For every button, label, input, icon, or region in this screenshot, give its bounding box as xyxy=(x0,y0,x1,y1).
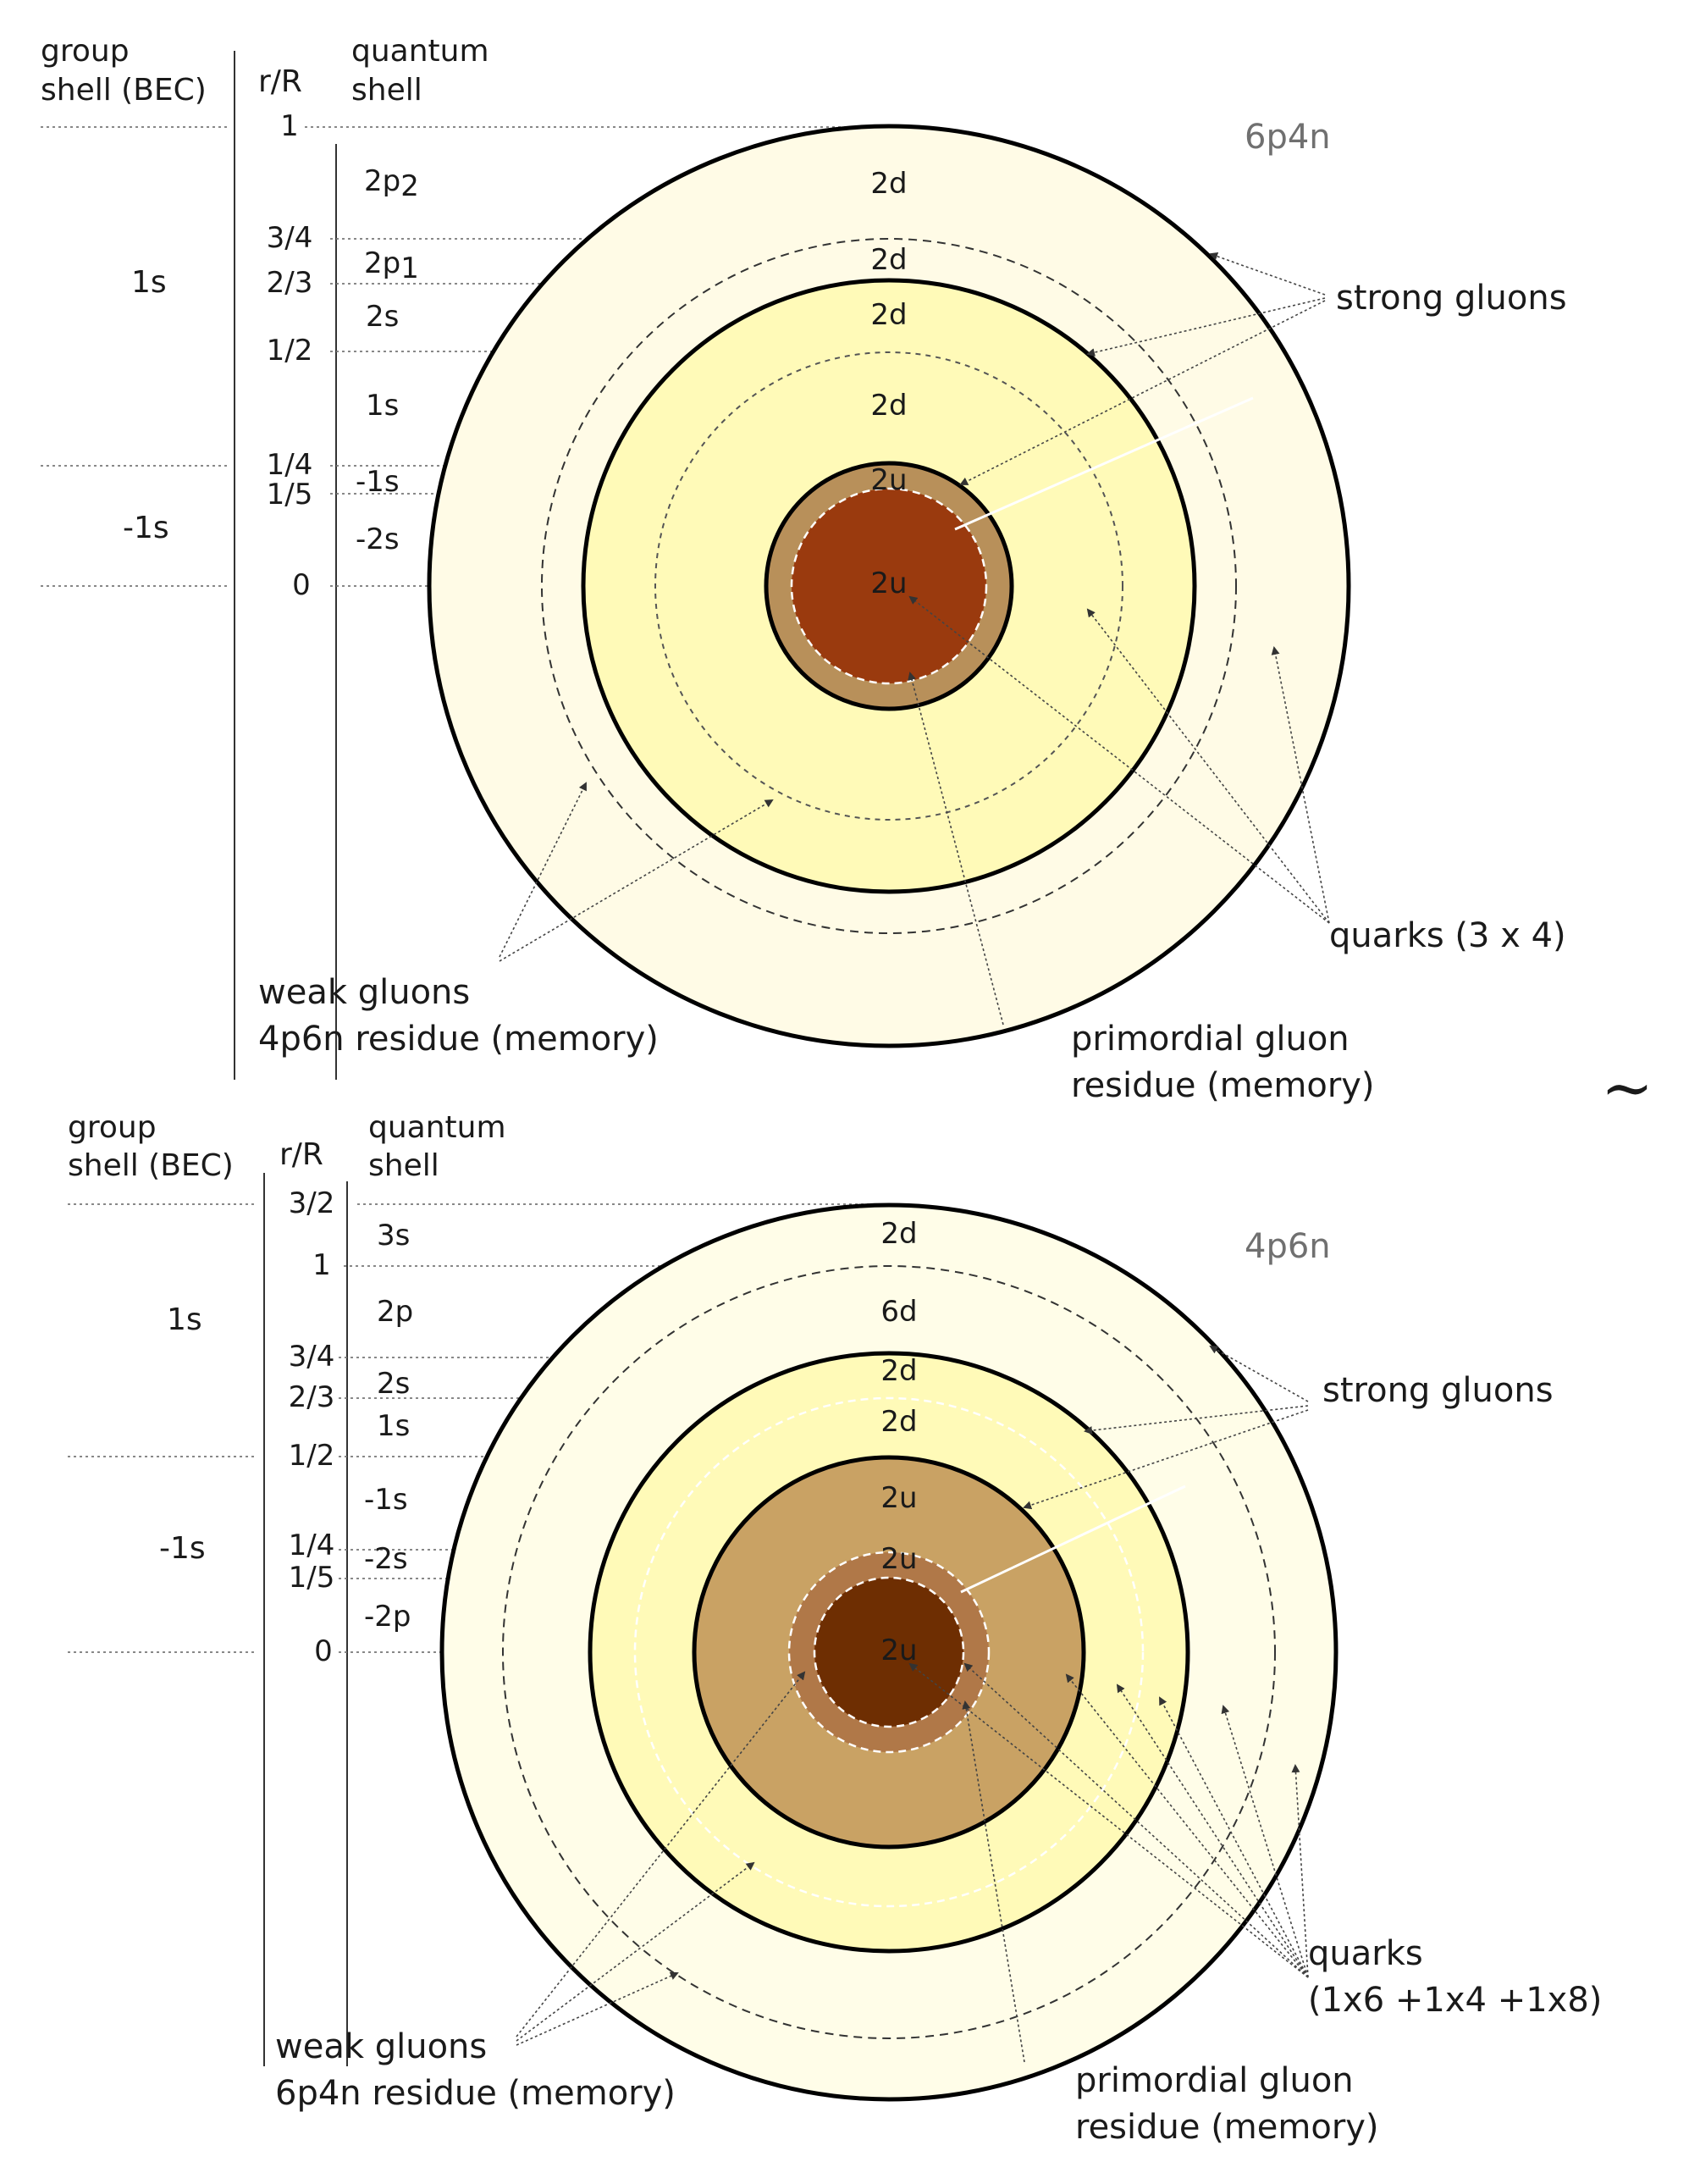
ring-label: 2u xyxy=(870,463,907,497)
group-shell-label: 1s xyxy=(167,1302,202,1337)
ring-label: 2u xyxy=(880,1634,917,1667)
quantum-shell-label: 3s xyxy=(377,1219,410,1252)
tilde-symbol: ∼ xyxy=(1601,1052,1653,1125)
primordial-gluon-label: primordial gluon xyxy=(1071,1020,1350,1059)
group-shell-label: 1s xyxy=(131,265,167,300)
rR-label: 1/4 xyxy=(289,1529,335,1562)
ring-label: 2u xyxy=(870,567,907,600)
primordial-gluon-residue-label: residue (memory) xyxy=(1071,1066,1375,1105)
ring-label: 2d xyxy=(880,1405,917,1439)
quantum-shell-label: 1s xyxy=(366,389,399,423)
rR-label: 1/4 xyxy=(267,448,313,482)
ring-label: 2d xyxy=(880,1217,917,1251)
quantum-shell-label: -2p xyxy=(364,1600,411,1634)
group-shell-header-line1: group xyxy=(41,34,130,69)
quantum-shell-header-line1: quantum xyxy=(368,1110,506,1145)
ring-label: 2d xyxy=(870,167,907,201)
quantum-shell-label: -2s xyxy=(364,1542,408,1576)
panel-title: 6p4n xyxy=(1245,118,1331,157)
rR-header: r/R xyxy=(258,64,302,99)
rR-label: 3/2 xyxy=(289,1186,335,1220)
rR-label: 1 xyxy=(280,109,299,143)
primordial-gluon-label: primordial gluon xyxy=(1075,2061,1354,2100)
weak-gluons-residue-label: 6p4n residue (memory) xyxy=(275,2074,676,2113)
rR-label: 3/4 xyxy=(289,1340,335,1374)
quantum-shell-header-line2: shell xyxy=(351,73,422,108)
quarks-count-label: (1x6 +1x4 +1x8) xyxy=(1308,1981,1602,2020)
quarks-label: quarks (3 x 4) xyxy=(1329,916,1566,955)
quantum-shell-label: 1s xyxy=(377,1409,410,1443)
rR-label: 1/2 xyxy=(289,1439,335,1473)
quantum-shell-header-line2: shell xyxy=(368,1148,439,1183)
weak-gluons-label: weak gluons xyxy=(258,973,470,1012)
rR-label: 1/5 xyxy=(267,478,313,511)
rR-label: 0 xyxy=(292,568,311,602)
top-panel: group shell (BEC) r/R quantum shell 1s -… xyxy=(41,34,1567,1105)
weak-gluons-label: weak gluons xyxy=(275,2027,487,2066)
rR-label: 1/2 xyxy=(267,334,313,368)
ring-label: 2d xyxy=(870,243,907,277)
rR-label: 0 xyxy=(314,1634,333,1668)
ring-label: 2d xyxy=(870,389,907,423)
weak-gluons-residue-label: 4p6n residue (memory) xyxy=(258,1020,659,1059)
rR-label: 2/3 xyxy=(289,1380,335,1414)
quantum-shell-label: -1s xyxy=(356,465,400,499)
primordial-gluon-residue-label: residue (memory) xyxy=(1075,2108,1379,2147)
quantum-shell-label: 2s xyxy=(377,1367,410,1401)
bottom-panel: group shell (BEC) r/R quantum shell 1s -… xyxy=(68,1110,1602,2147)
rR-header: r/R xyxy=(279,1137,323,1172)
strong-gluons-label: strong gluons xyxy=(1322,1371,1554,1410)
panel-title: 4p6n xyxy=(1245,1227,1331,1266)
ring-label: 2u xyxy=(880,1542,917,1576)
quantum-shell-header-line1: quantum xyxy=(351,34,489,69)
quarks-label: quarks xyxy=(1308,1934,1423,1973)
group-shell-label: -1s xyxy=(159,1531,206,1566)
group-shell-header-line1: group xyxy=(68,1110,157,1145)
quantum-shell-label: 2p xyxy=(377,1295,413,1329)
ring-label: 2u xyxy=(880,1481,917,1515)
rR-label: 1 xyxy=(312,1248,331,1282)
quantum-shell-label: -1s xyxy=(364,1483,408,1517)
ring-label: 2d xyxy=(870,298,907,332)
group-shell-header-line2: shell (BEC) xyxy=(41,73,207,108)
quantum-shell-label: 2p1 xyxy=(364,246,419,285)
group-shell-header-line2: shell (BEC) xyxy=(68,1148,234,1183)
quantum-shell-label: 2p2 xyxy=(364,164,419,203)
ring-label: 6d xyxy=(880,1295,917,1329)
rR-label: 2/3 xyxy=(267,266,313,300)
quantum-shell-label: 2s xyxy=(366,300,399,334)
quantum-shell-label: -2s xyxy=(356,523,400,556)
strong-gluons-label: strong gluons xyxy=(1336,279,1567,318)
ring-label: 2d xyxy=(880,1354,917,1388)
group-shell-label: -1s xyxy=(123,511,169,545)
rR-label: 1/5 xyxy=(289,1561,335,1595)
rR-label: 3/4 xyxy=(267,221,313,255)
